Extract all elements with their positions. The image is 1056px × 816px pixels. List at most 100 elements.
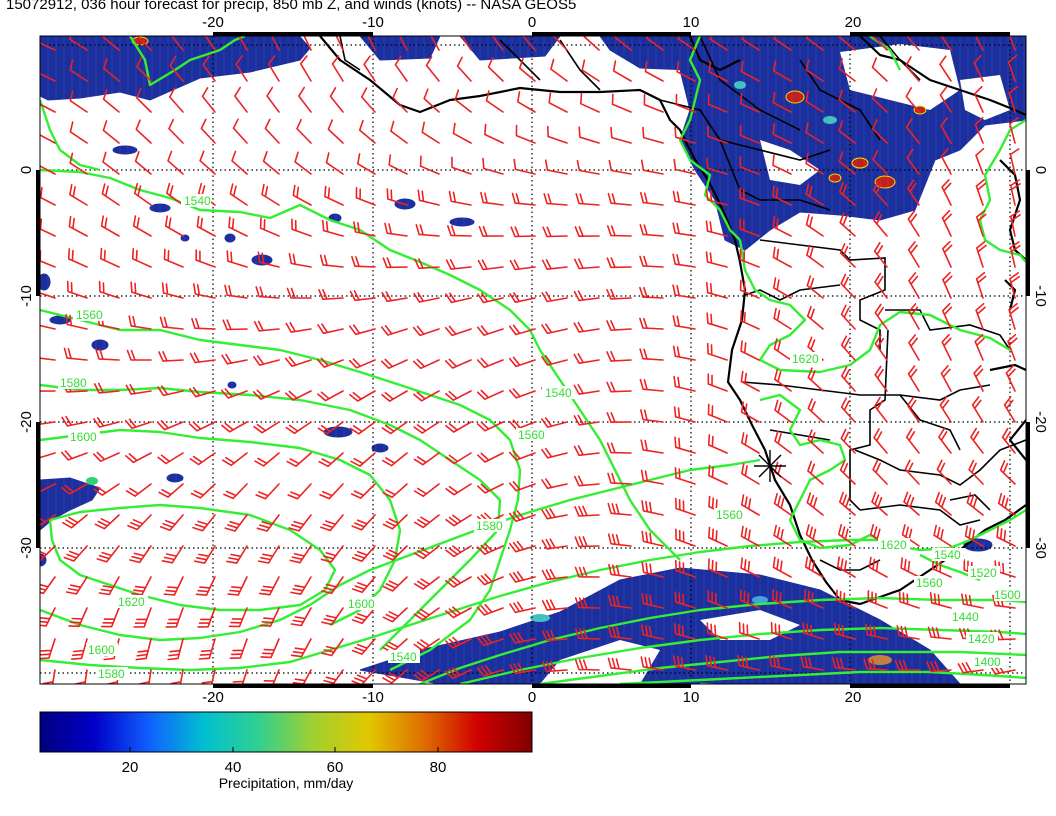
wind-barb — [641, 530, 664, 547]
wind-barb — [413, 292, 440, 303]
wind-barb — [508, 510, 536, 523]
wind-barb — [157, 452, 184, 465]
wind-barb — [573, 414, 600, 426]
wind-barb — [905, 87, 920, 113]
wind-barb — [382, 483, 408, 499]
wind-barb — [101, 183, 120, 206]
wind-barb — [40, 390, 56, 392]
wind-barb — [388, 154, 408, 175]
wind-barb — [772, 246, 792, 268]
wind-barb — [739, 248, 760, 268]
wind-barb — [415, 224, 440, 237]
wind-barb — [127, 514, 152, 531]
tick-label: -10 — [362, 689, 384, 706]
wind-barb — [773, 307, 792, 330]
wind-barb — [63, 545, 88, 562]
wind-barb — [672, 315, 696, 330]
wind-barb — [673, 158, 696, 175]
wind-barb — [477, 483, 504, 494]
wind-barb — [547, 125, 568, 144]
wind-barb — [93, 417, 120, 428]
wind-barb — [740, 92, 760, 113]
wind-barb — [222, 319, 248, 331]
wind-barb — [927, 626, 952, 640]
wind-barb — [673, 655, 696, 671]
wind-barb — [102, 88, 120, 113]
wind-barb — [906, 148, 920, 175]
wind-barb — [941, 302, 953, 330]
country-borders — [339, 36, 1026, 571]
wind-barb — [445, 483, 472, 496]
wind-barb — [482, 157, 504, 175]
wind-barb — [40, 282, 56, 299]
wind-barb — [201, 87, 216, 113]
wind-barb — [907, 210, 920, 237]
wind-barb — [574, 505, 600, 517]
wind-barb — [872, 149, 888, 175]
wind-barb — [583, 36, 600, 51]
wind-barb — [574, 536, 600, 548]
wind-barb — [476, 664, 504, 677]
wind-barb — [445, 514, 472, 527]
wind-barb — [130, 281, 152, 299]
wind-barb — [317, 323, 344, 335]
wind-barb — [398, 36, 408, 51]
wind-barb — [707, 93, 728, 113]
contour-label: 1600 — [70, 430, 97, 444]
wind-barb — [166, 182, 184, 206]
wind-barb — [285, 322, 312, 333]
wind-barb — [941, 179, 952, 206]
wind-barb — [290, 638, 312, 658]
wind-barb — [417, 189, 440, 206]
tick-label: -20 — [1032, 411, 1049, 433]
wind-barb — [158, 483, 184, 498]
wind-barb — [805, 59, 824, 82]
wind-barb — [325, 152, 344, 175]
colorbar-tick-label: 80 — [430, 759, 447, 776]
wind-barb — [839, 212, 856, 237]
wind-barb — [167, 150, 184, 175]
wind-barb — [229, 183, 248, 206]
wind-barb — [975, 271, 987, 299]
wind-barb — [874, 272, 888, 299]
wind-barb — [317, 421, 344, 435]
coastlines — [319, 36, 1026, 606]
wind-barb — [805, 183, 824, 206]
wind-barb — [508, 388, 536, 399]
wind-barb — [316, 357, 344, 368]
wind-barb — [290, 607, 312, 627]
wind-barb — [1009, 272, 1020, 299]
wind-barb — [169, 87, 184, 113]
wind-barb — [806, 305, 824, 330]
wind-barb — [487, 57, 504, 82]
wind-barb — [232, 118, 248, 144]
wind-barb — [552, 36, 568, 51]
wind-barb — [542, 660, 568, 673]
wind-barb — [40, 483, 56, 493]
wind-barb — [936, 459, 952, 485]
wind-barb — [256, 514, 280, 532]
wind-barb — [444, 358, 472, 369]
wind-barb — [641, 561, 664, 578]
wind-barb — [262, 151, 280, 175]
wind-barb — [940, 148, 952, 175]
wind-barb — [1009, 241, 1021, 268]
wind-barb — [541, 417, 568, 428]
wind-barb — [640, 656, 664, 671]
wind-barb — [640, 439, 664, 454]
wind-barb — [838, 523, 856, 547]
wind-barb — [608, 594, 632, 609]
wind-barb — [452, 122, 472, 144]
wind-barb — [40, 514, 56, 527]
wind-barb — [476, 634, 504, 647]
wind-barb — [258, 576, 280, 596]
wind-barb — [132, 215, 152, 237]
wind-barb — [253, 320, 280, 332]
wind-barb — [69, 59, 88, 82]
wind-barb — [898, 590, 920, 609]
wind-barb — [190, 483, 216, 499]
wind-barb — [319, 254, 344, 268]
wind-barb — [232, 669, 248, 684]
tick-label: -20 — [202, 689, 224, 706]
wind-barb — [838, 36, 856, 51]
